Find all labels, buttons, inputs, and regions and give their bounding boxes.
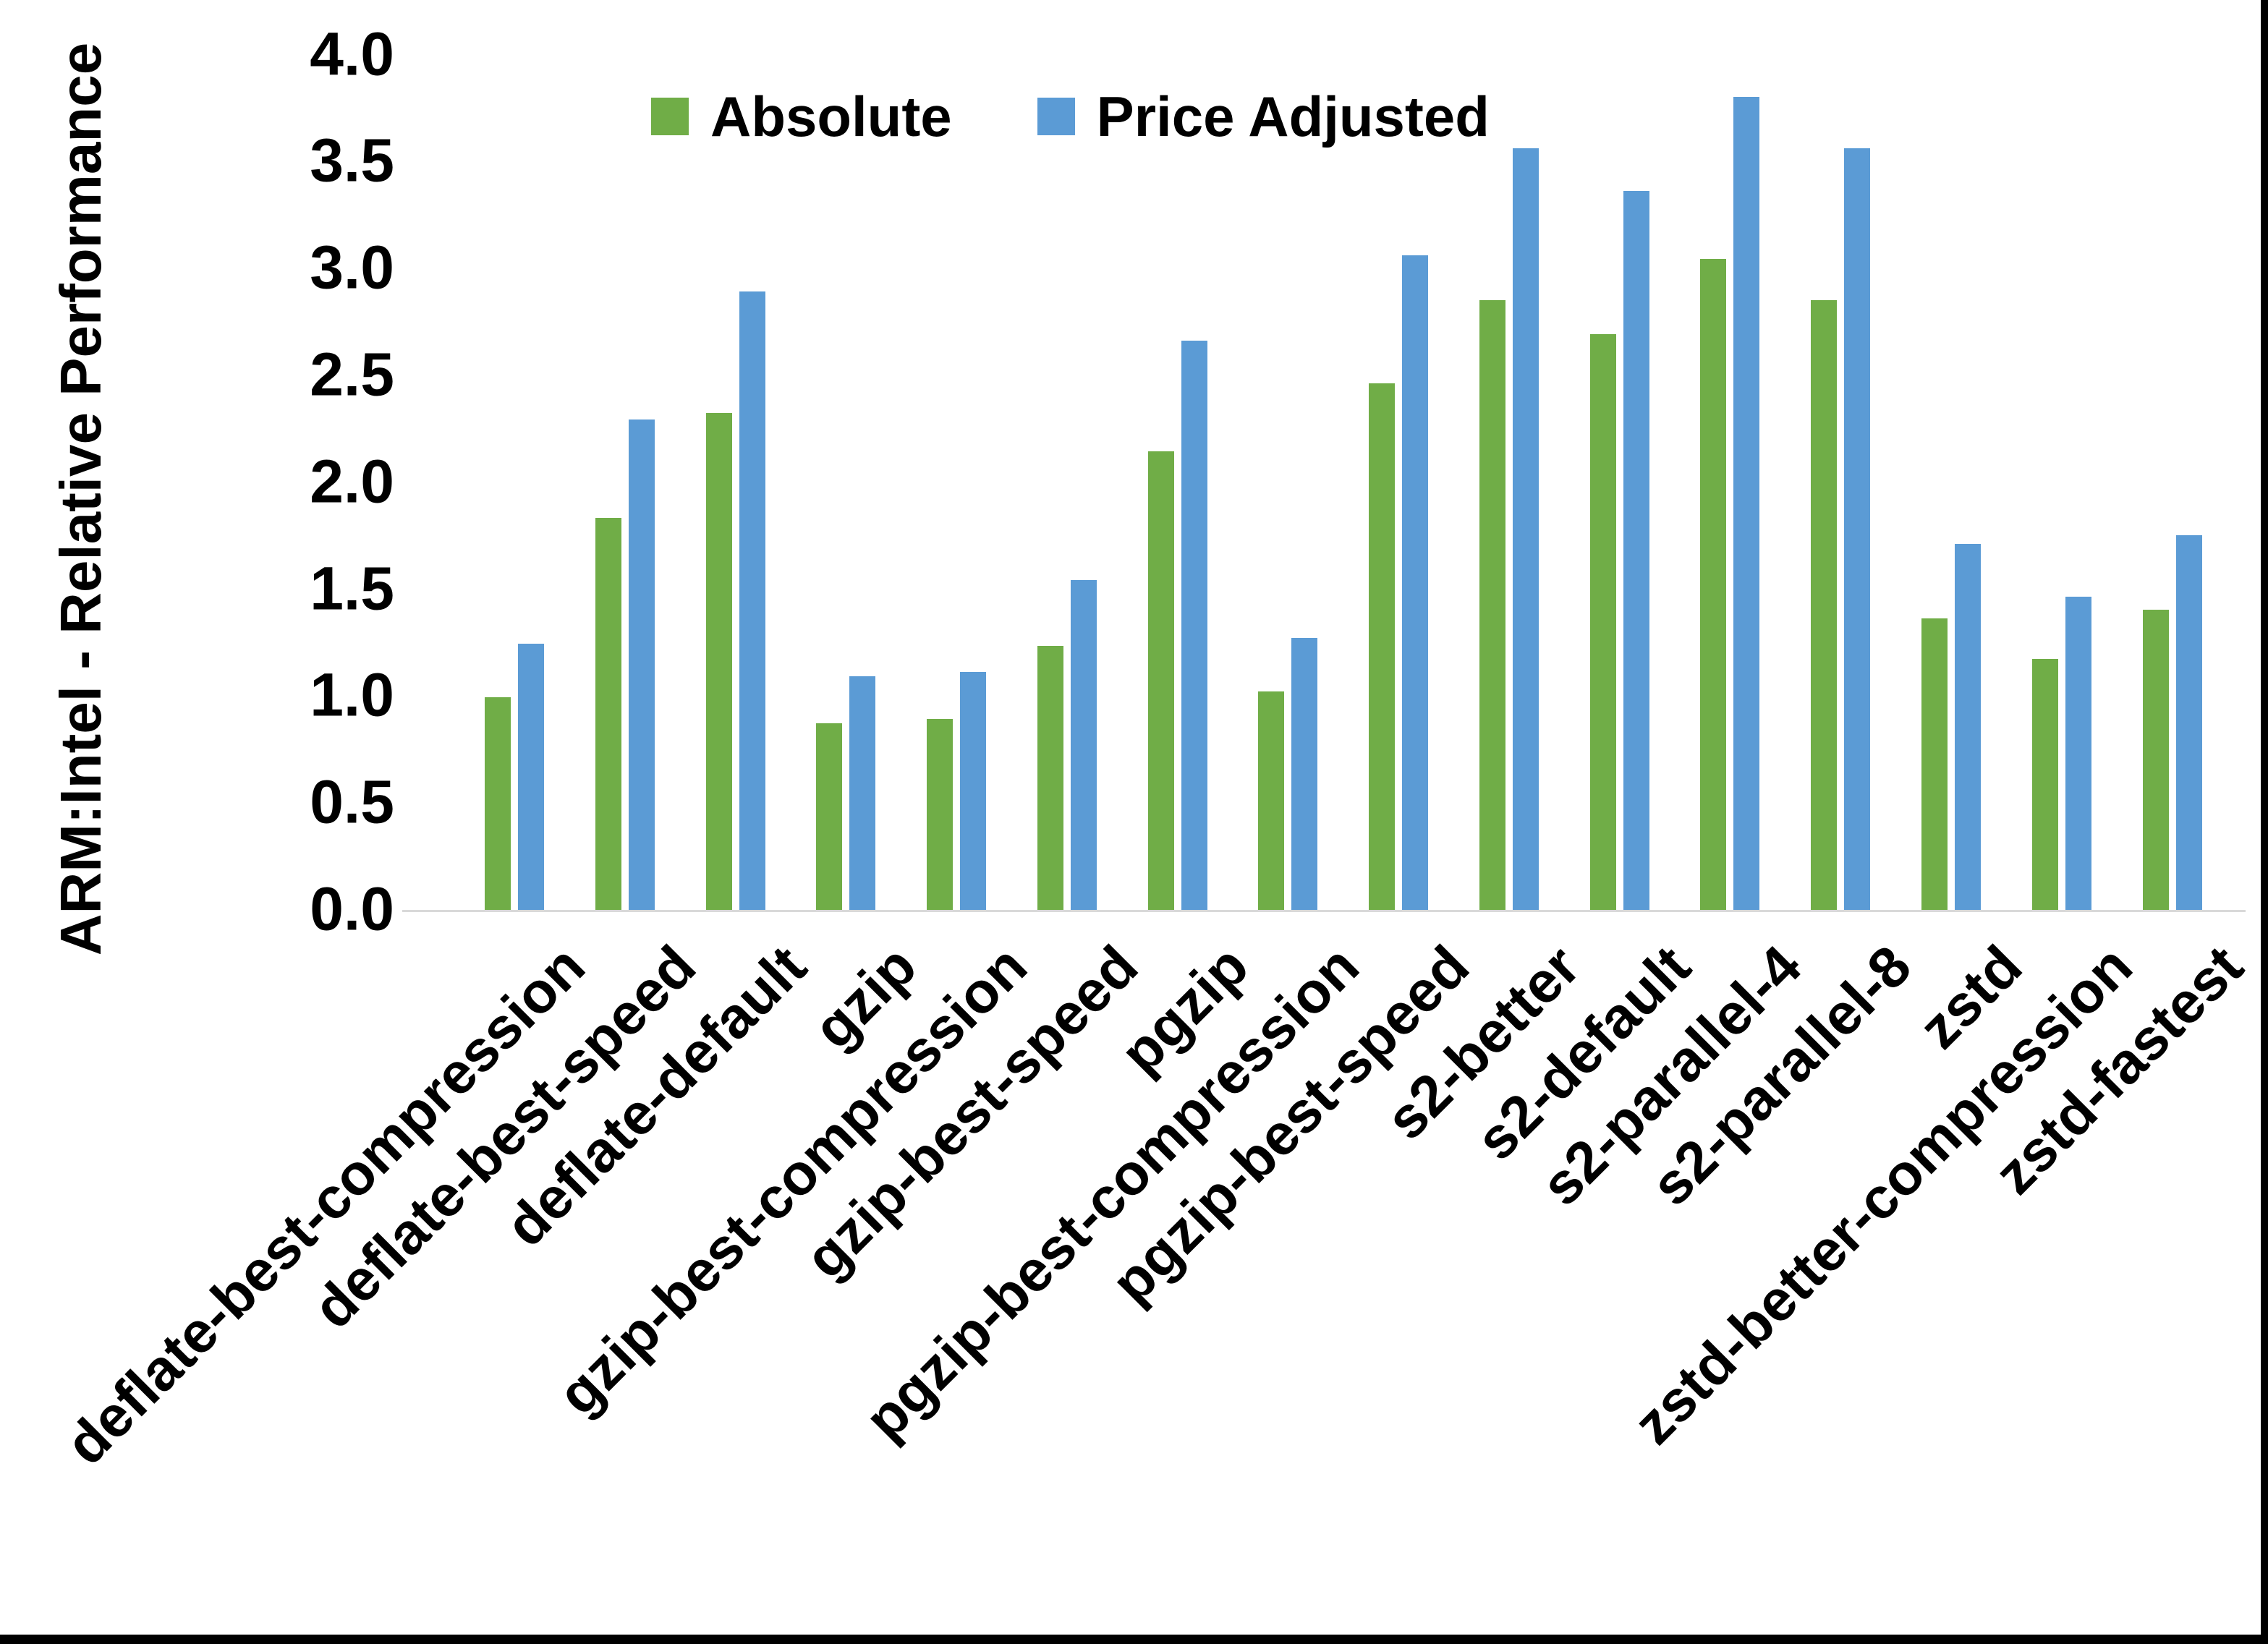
bar-price-adjusted-gzip xyxy=(849,676,876,910)
bar-price-adjusted-s2-parallel-8 xyxy=(1844,148,1871,910)
bar-price-adjusted-gzip-best-compression xyxy=(960,672,987,910)
y-tick-label-3.0: 3.0 xyxy=(310,233,394,302)
bar-price-adjusted-pgzip-best-compression xyxy=(1291,638,1318,910)
bar-absolute-s2-better xyxy=(1479,300,1505,910)
bar-price-adjusted-deflate-default xyxy=(739,291,765,910)
bar-price-adjusted-zstd-fastest xyxy=(2175,535,2202,910)
legend-swatch-price-adjusted xyxy=(1037,98,1075,135)
bar-absolute-s2-parallel-4 xyxy=(1700,259,1727,910)
y-tick-label-2.5: 2.5 xyxy=(310,340,394,409)
legend-item-price-adjusted: Price Adjusted xyxy=(1037,88,1490,145)
bar-price-adjusted-zstd-better-compression xyxy=(2065,597,2091,910)
y-tick-label-0.0: 0.0 xyxy=(310,874,394,943)
bar-absolute-zstd-fastest xyxy=(2142,610,2169,910)
bar-absolute-deflate-default xyxy=(705,413,732,910)
legend-swatch-absolute xyxy=(651,98,689,135)
bar-price-adjusted-s2-default xyxy=(1623,191,1649,910)
bar-price-adjusted-gzip-best-speed xyxy=(1070,580,1097,910)
legend-label-price-adjusted: Price Adjusted xyxy=(1096,85,1490,148)
bar-price-adjusted-s2-parallel-4 xyxy=(1733,97,1760,910)
frame-border-right xyxy=(2261,0,2268,1644)
bar-absolute-s2-default xyxy=(1589,334,1616,910)
bar-absolute-pgzip xyxy=(1147,451,1174,910)
bar-price-adjusted-deflate-best-speed xyxy=(628,419,655,910)
bar-absolute-s2-parallel-8 xyxy=(1811,300,1838,910)
bar-price-adjusted-deflate-best-compression xyxy=(518,644,544,910)
bar-price-adjusted-pgzip-best-speed xyxy=(1402,255,1429,910)
bar-absolute-deflate-best-compression xyxy=(485,697,511,910)
bar-price-adjusted-zstd xyxy=(1955,544,1981,910)
frame-border-bottom xyxy=(0,1635,2268,1644)
bar-absolute-zstd-better-compression xyxy=(2031,659,2058,910)
y-tick-label-2.0: 2.0 xyxy=(310,447,394,516)
y-tick-label-0.5: 0.5 xyxy=(310,767,394,836)
bar-absolute-gzip xyxy=(816,723,843,910)
legend-item-absolute: Absolute xyxy=(651,88,952,145)
bar-absolute-gzip-best-compression xyxy=(927,719,954,910)
legend-label-absolute: Absolute xyxy=(710,85,952,148)
bar-absolute-pgzip-best-compression xyxy=(1258,691,1285,910)
bar-absolute-zstd xyxy=(1921,618,1948,910)
y-tick-label-1.5: 1.5 xyxy=(310,554,394,623)
y-tick-label-1.0: 1.0 xyxy=(310,661,394,730)
bar-price-adjusted-s2-better xyxy=(1512,148,1539,910)
x-axis-line xyxy=(402,910,2246,912)
bar-absolute-gzip-best-speed xyxy=(1037,646,1063,910)
bar-price-adjusted-pgzip xyxy=(1181,341,1207,910)
bar-absolute-deflate-best-speed xyxy=(595,518,621,910)
bar-absolute-pgzip-best-speed xyxy=(1369,383,1396,910)
y-tick-label-3.5: 3.5 xyxy=(310,127,394,195)
legend: Absolute Price Adjusted xyxy=(651,88,1490,145)
y-tick-label-4.0: 4.0 xyxy=(310,20,394,88)
y-axis-title: ARM:Intel - Relative Performance xyxy=(48,42,113,956)
